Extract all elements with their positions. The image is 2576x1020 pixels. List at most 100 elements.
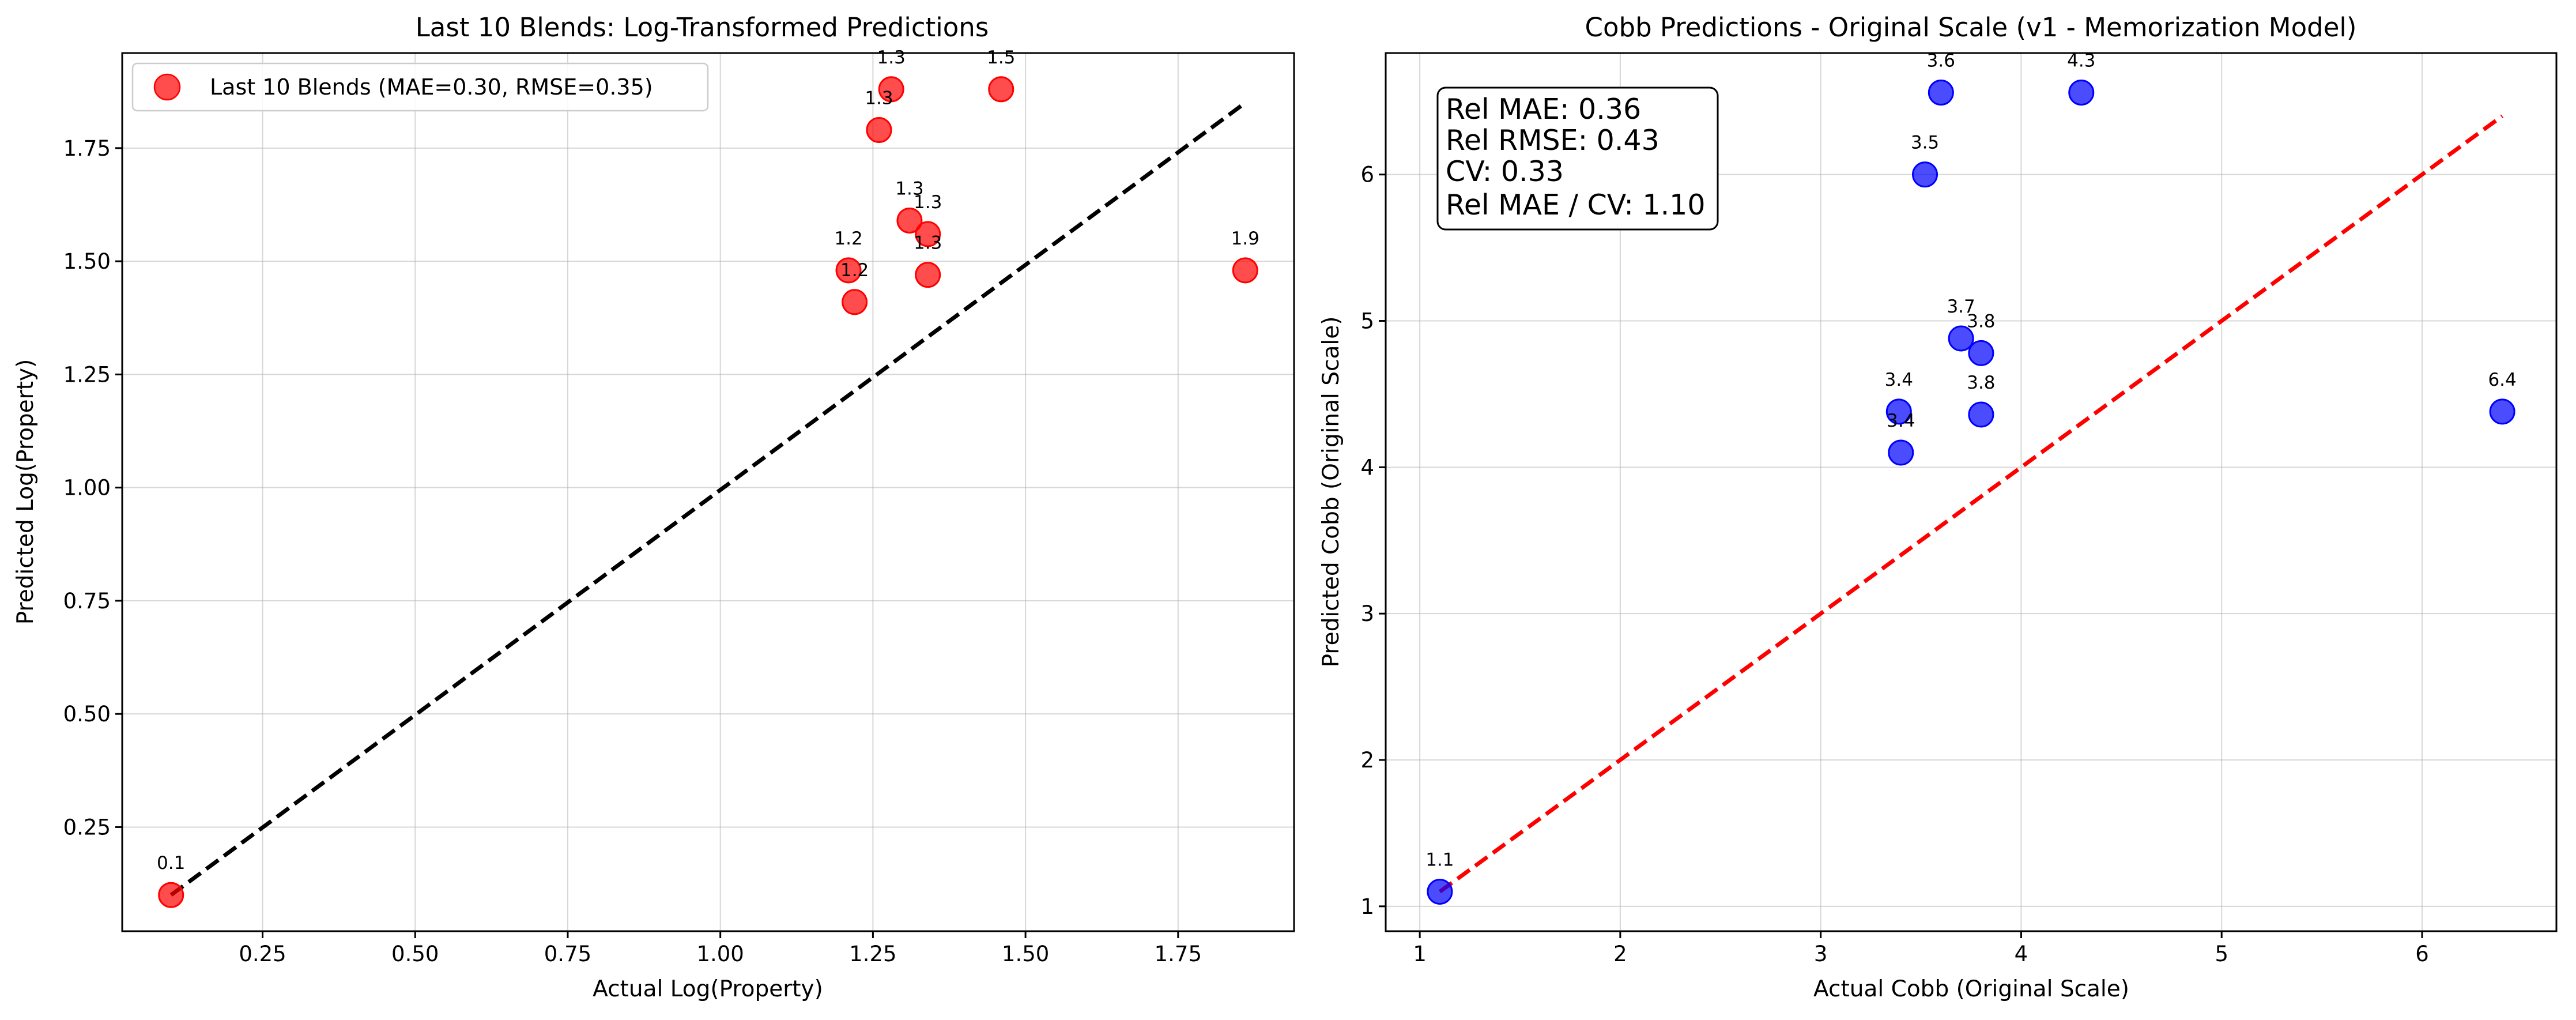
left-data-point — [835, 257, 862, 284]
left-axes-frame — [121, 52, 1295, 932]
left-x-ticks: 0.25 0.50 0.75 1.00 1.25 1.50 1.75 — [239, 931, 1202, 966]
stats-line-cv: CV: 0.33 — [1446, 155, 1564, 188]
right-data-label: 4.3 — [2067, 51, 2095, 71]
left-data-point — [878, 76, 904, 103]
left-x-axis-label: Actual Log(Property) — [593, 976, 823, 1002]
left-data-label: 1.5 — [987, 47, 1015, 68]
right-data-point — [1885, 398, 1912, 425]
left-x-tick-label: 0.25 — [239, 942, 286, 966]
left-data-point — [158, 882, 184, 908]
left-identity-line-layer — [169, 101, 1247, 897]
left-data-label: 1.2 — [834, 228, 862, 249]
right-data-point — [1888, 439, 1914, 466]
left-points-layer — [158, 76, 1258, 908]
left-y-tick-label: 0.25 — [63, 815, 111, 840]
stats-line-rel-mae-cv: Rel MAE / CV: 1.10 — [1446, 189, 1706, 221]
right-data-label: 6.4 — [2488, 370, 2516, 390]
left-x-tick-label: 0.75 — [544, 942, 591, 966]
right-stats-box: Rel MAE: 0.36 Rel RMSE: 0.43 CV: 0.33 Re… — [1436, 86, 1719, 231]
left-y-axis-label: Predicted Log(Property) — [13, 359, 39, 625]
right-data-label: 3.5 — [1911, 133, 1939, 153]
left-data-point — [1232, 257, 1258, 284]
right-points-layer — [1427, 80, 2515, 905]
right-identity-line — [1438, 114, 2504, 894]
right-data-point — [1427, 878, 1453, 905]
left-y-tick-label: 1.75 — [63, 136, 111, 161]
right-data-point — [1928, 80, 1954, 106]
left-chart-title: Last 10 Blends: Log-Transformed Predicti… — [416, 12, 989, 43]
right-y-tick-label: 6 — [1360, 163, 1374, 187]
left-data-label: 1.3 — [914, 192, 942, 213]
left-legend-label: Last 10 Blends (MAE=0.30, RMSE=0.35) — [210, 74, 653, 100]
left-legend-box — [131, 62, 709, 112]
right-y-ticks: 1 2 3 4 5 6 — [1360, 163, 1386, 919]
right-data-point — [1968, 340, 1994, 366]
right-y-axis-label: Predicted Cobb (Original Scale) — [1318, 317, 1344, 668]
left-chart: Last 10 Blends: Log-Transformed Predicti… — [13, 12, 1295, 1002]
right-data-label: 3.8 — [1967, 311, 1995, 332]
right-chart-title: Cobb Predictions - Original Scale (v1 - … — [1585, 12, 2357, 43]
right-x-ticks: 1 2 3 4 5 6 — [1413, 931, 2429, 966]
left-data-label: 1.3 — [865, 88, 893, 108]
left-legend: Last 10 Blends (MAE=0.30, RMSE=0.35) — [131, 62, 709, 112]
right-point-labels-layer: 1.13.43.43.53.63.73.83.84.36.4 — [1425, 51, 2517, 871]
left-identity-line — [169, 101, 1247, 897]
right-x-tick-label: 6 — [2415, 942, 2429, 966]
left-data-label: 1.3 — [895, 178, 923, 199]
right-data-label: 3.6 — [1927, 51, 1955, 71]
stats-line-rel-mae: Rel MAE: 0.36 — [1446, 93, 1641, 126]
right-stats-box-frame — [1436, 86, 1719, 231]
left-data-point — [842, 289, 868, 315]
right-x-tick-label: 2 — [1613, 942, 1627, 966]
right-data-point — [2068, 80, 2095, 106]
right-data-point — [1912, 161, 1938, 188]
left-y-tick-label: 0.50 — [63, 702, 111, 727]
left-x-tick-label: 1.00 — [696, 942, 744, 966]
right-grid — [1386, 53, 2556, 931]
left-data-point — [915, 262, 941, 288]
right-y-tick-label: 5 — [1360, 309, 1374, 334]
left-data-point — [988, 76, 1014, 103]
right-y-tick-label: 3 — [1360, 601, 1374, 626]
left-x-tick-label: 0.50 — [391, 942, 439, 966]
left-data-label: 1.9 — [1231, 228, 1259, 249]
left-x-tick-label: 1.25 — [849, 942, 896, 966]
left-data-label: 1.2 — [840, 260, 869, 281]
right-chart: Cobb Predictions - Original Scale (v1 - … — [1318, 12, 2558, 1002]
left-data-point — [866, 116, 892, 143]
left-data-label: 1.3 — [877, 47, 906, 68]
left-y-ticks: 0.25 0.50 0.75 1.00 1.25 1.50 1.75 — [63, 136, 122, 840]
right-identity-line-layer — [1438, 114, 2504, 894]
right-data-label: 1.1 — [1425, 849, 1454, 870]
right-x-tick-label: 3 — [1814, 942, 1828, 966]
left-grid — [122, 53, 1294, 931]
stats-line-rel-rmse: Rel RMSE: 0.43 — [1446, 124, 1659, 157]
right-data-point — [1948, 325, 1974, 352]
right-x-axis-label: Actual Cobb (Original Scale) — [1813, 976, 2129, 1002]
right-data-label: 3.8 — [1967, 372, 1995, 393]
left-x-tick-label: 1.75 — [1155, 942, 1202, 966]
right-x-tick-label: 5 — [2215, 942, 2228, 966]
right-y-tick-label: 2 — [1360, 748, 1374, 773]
left-data-label: 1.3 — [914, 233, 942, 254]
right-y-tick-label: 4 — [1360, 455, 1374, 480]
right-data-label: 3.4 — [1885, 370, 1913, 390]
right-data-label: 3.4 — [1887, 411, 1915, 431]
right-data-point — [1968, 401, 1994, 428]
right-x-tick-label: 4 — [2015, 942, 2028, 966]
left-legend-marker — [153, 73, 181, 101]
right-data-label: 3.7 — [1947, 296, 1975, 317]
right-axes-frame — [1385, 52, 2558, 932]
left-y-tick-label: 0.75 — [63, 589, 111, 613]
left-y-tick-label: 1.25 — [63, 362, 111, 387]
right-data-point — [2489, 398, 2515, 425]
left-x-tick-label: 1.50 — [1002, 942, 1049, 966]
left-data-point — [915, 221, 941, 247]
right-x-tick-label: 1 — [1413, 942, 1427, 966]
left-y-tick-label: 1.50 — [63, 249, 111, 274]
left-point-labels-layer: 0.11.21.21.31.31.31.31.31.51.9 — [157, 47, 1259, 874]
left-y-tick-label: 1.00 — [63, 476, 111, 500]
right-y-tick-label: 1 — [1360, 894, 1374, 919]
left-data-label: 0.1 — [157, 853, 185, 874]
